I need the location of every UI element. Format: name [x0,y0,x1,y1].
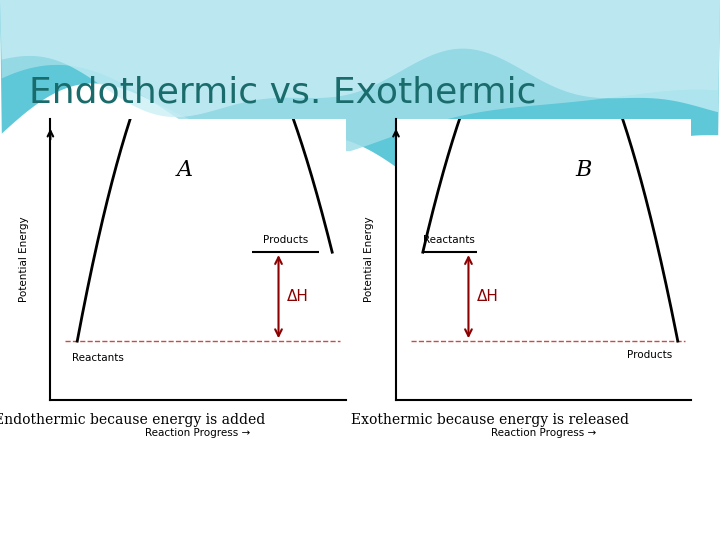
Text: A: A [176,159,193,180]
Text: Endothermic because energy is added: Endothermic because energy is added [0,413,265,427]
Polygon shape [0,0,720,151]
Text: B: B [576,159,592,180]
Text: ΔH: ΔH [477,289,498,304]
Text: Potential Energy: Potential Energy [364,217,374,302]
Text: Exothermic because energy is released: Exothermic because energy is released [351,413,629,427]
Text: Potential Energy: Potential Energy [19,217,29,302]
Text: Reaction Progress →: Reaction Progress → [145,428,251,438]
Text: Products: Products [627,350,672,361]
Text: ΔH: ΔH [287,289,308,304]
Text: Reactants: Reactants [72,353,124,363]
Text: Reactants: Reactants [423,235,474,245]
Polygon shape [0,0,720,117]
Text: Endothermic vs. Exothermic: Endothermic vs. Exothermic [29,76,536,110]
Text: Reaction Progress →: Reaction Progress → [491,428,596,438]
Text: Products: Products [263,235,308,245]
Polygon shape [0,0,720,189]
